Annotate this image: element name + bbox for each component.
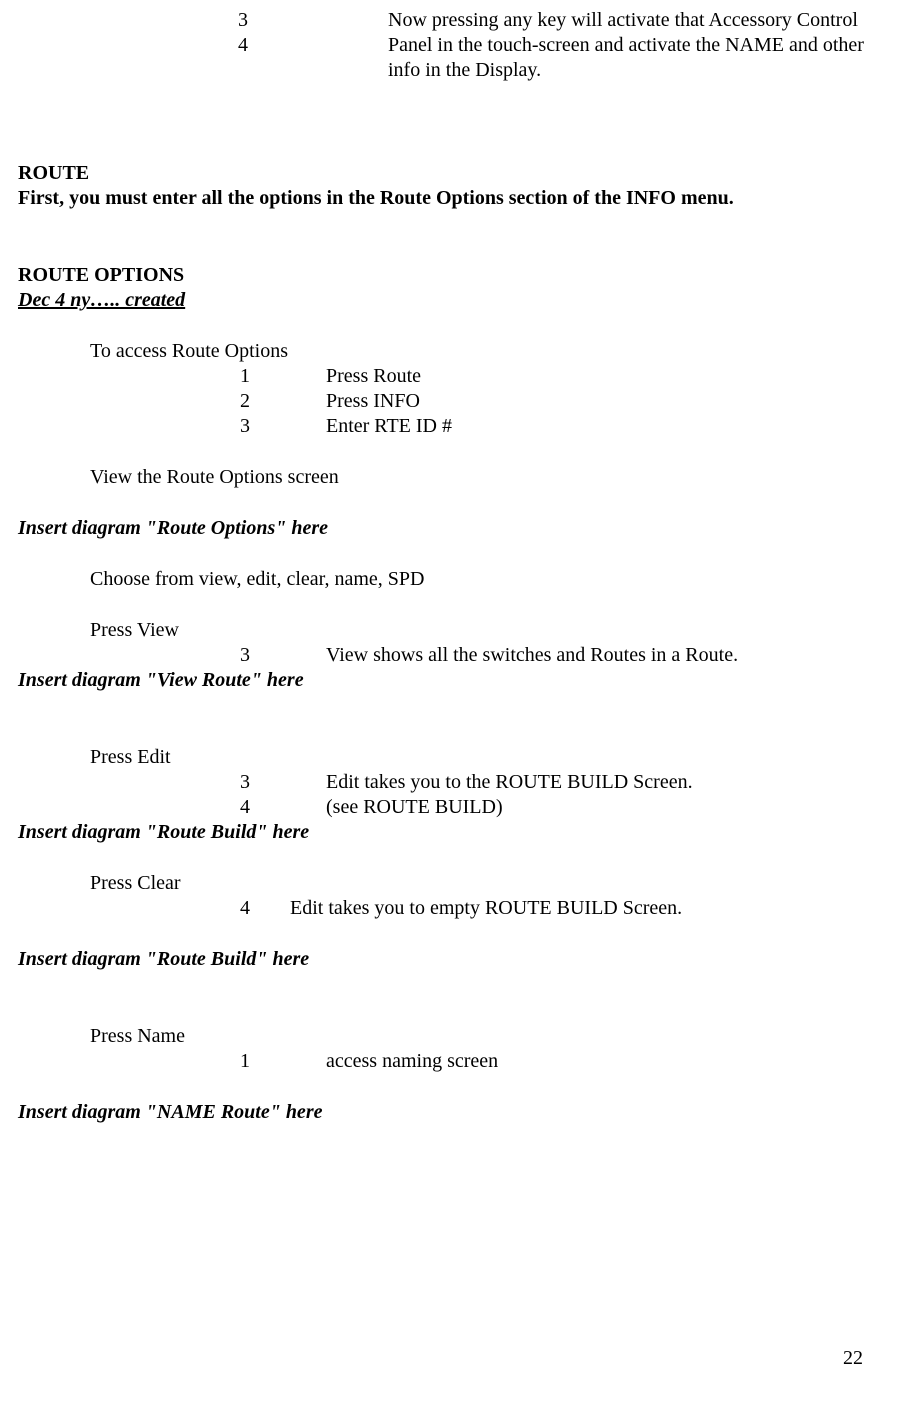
insert-diagram-route-build-1: Insert diagram "Route Build" here bbox=[18, 820, 881, 845]
list-number: 4 bbox=[238, 33, 248, 58]
list-number: 3 bbox=[238, 8, 248, 33]
list-number: 3 bbox=[240, 643, 326, 668]
route-intro: First, you must enter all the options in… bbox=[18, 186, 881, 211]
press-view-text: Press View bbox=[18, 618, 881, 643]
insert-diagram-route-options: Insert diagram "Route Options" here bbox=[18, 516, 881, 541]
list-text: Edit takes you to the ROUTE BUILD Screen… bbox=[326, 770, 881, 795]
list-text: Enter RTE ID # bbox=[326, 414, 881, 439]
press-clear-item: 4 Edit takes you to empty ROUTE BUILD Sc… bbox=[18, 896, 881, 921]
access-list-item: 3 Enter RTE ID # bbox=[18, 414, 881, 439]
press-clear-text: Press Clear bbox=[18, 871, 881, 896]
insert-diagram-route-build-2: Insert diagram "Route Build" here bbox=[18, 947, 881, 972]
created-note: Dec 4 ny….. created bbox=[18, 288, 881, 313]
list-text: Press INFO bbox=[326, 389, 881, 414]
press-view-item: 3 View shows all the switches and Routes… bbox=[18, 643, 881, 668]
access-route-options: To access Route Options bbox=[18, 339, 881, 364]
list-number: 1 bbox=[240, 364, 326, 389]
list-text: Press Route bbox=[326, 364, 881, 389]
view-screen-text: View the Route Options screen bbox=[18, 465, 881, 490]
choose-from-text: Choose from view, edit, clear, name, SPD bbox=[18, 567, 881, 592]
page-number: 22 bbox=[843, 1346, 863, 1371]
press-name-item: 1 access naming screen bbox=[18, 1049, 881, 1074]
list-number: 4 bbox=[240, 896, 290, 921]
list-number: 4 bbox=[240, 795, 326, 820]
list-number: 3 bbox=[240, 770, 326, 795]
route-heading: ROUTE bbox=[18, 161, 881, 186]
access-list-item: 1 Press Route bbox=[18, 364, 881, 389]
press-edit-item: 3 Edit takes you to the ROUTE BUILD Scre… bbox=[18, 770, 881, 795]
list-text: access naming screen bbox=[326, 1049, 881, 1074]
insert-diagram-name-route: Insert diagram "NAME Route" here bbox=[18, 1100, 881, 1125]
list-text: Now pressing any key will activate that … bbox=[286, 8, 881, 33]
list-number: 2 bbox=[240, 389, 326, 414]
press-name-text: Press Name bbox=[18, 1024, 881, 1049]
press-edit-item: 4 (see ROUTE BUILD) bbox=[18, 795, 881, 820]
list-number: 1 bbox=[240, 1049, 326, 1074]
list-number: 3 bbox=[240, 414, 326, 439]
top-list-item: 4 Panel in the touch-screen and activate… bbox=[18, 33, 881, 83]
page-content: 3 Now pressing any key will activate tha… bbox=[18, 8, 881, 1391]
route-options-heading: ROUTE OPTIONS bbox=[18, 263, 881, 288]
insert-diagram-view-route: Insert diagram "View Route" here bbox=[18, 668, 881, 693]
list-text: Edit takes you to empty ROUTE BUILD Scre… bbox=[290, 896, 881, 921]
list-text: View shows all the switches and Routes i… bbox=[326, 643, 881, 668]
list-text: Panel in the touch-screen and activate t… bbox=[286, 33, 881, 83]
list-text: (see ROUTE BUILD) bbox=[326, 795, 881, 820]
press-edit-text: Press Edit bbox=[18, 745, 881, 770]
top-list-item: 3 Now pressing any key will activate tha… bbox=[18, 8, 881, 33]
access-list-item: 2 Press INFO bbox=[18, 389, 881, 414]
